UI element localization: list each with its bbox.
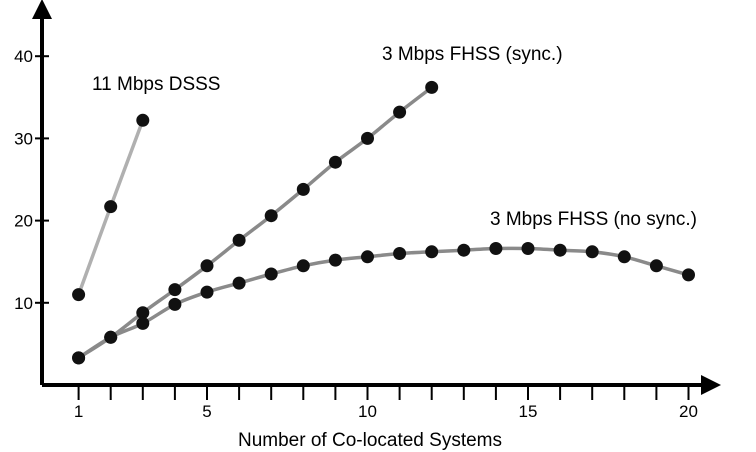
data-point: [136, 113, 150, 127]
data-point: [393, 105, 407, 119]
data-point: [682, 268, 695, 282]
series-label: 3 Mbps FHSS (no sync.): [490, 209, 697, 230]
data-point: [425, 245, 439, 259]
data-point: [361, 250, 374, 264]
y-tick-label: 10: [14, 294, 33, 313]
series-line: [76, 85, 434, 360]
data-point: [361, 131, 374, 145]
y-tick-label: 30: [14, 129, 33, 148]
data-point: [425, 80, 439, 94]
data-point: [328, 253, 342, 267]
data-point: [104, 200, 118, 214]
series-label: 11 Mbps DSSS: [92, 74, 220, 95]
data-point: [328, 155, 342, 169]
data-point: [104, 330, 118, 344]
data-point: [72, 288, 86, 302]
data-point: [232, 276, 246, 290]
data-point: [136, 306, 150, 320]
data-point: [200, 285, 214, 299]
data-point: [136, 316, 150, 330]
data-point: [617, 250, 631, 264]
x-tick-label: 1: [74, 402, 83, 421]
data-point: [393, 247, 407, 260]
x-tick-label: 5: [202, 402, 211, 421]
data-point: [649, 259, 663, 273]
data-point: [521, 242, 535, 255]
data-point: [168, 297, 182, 311]
data-point: [585, 245, 599, 259]
data-point: [457, 243, 471, 257]
x-tick-label: 10: [358, 402, 377, 421]
x-tick-label: 20: [679, 402, 698, 421]
axes: [32, 0, 721, 400]
series-label: 3 Mbps FHSS (sync.): [382, 44, 563, 65]
series-1: [72, 113, 150, 302]
x-axis-title: Number of Co-located Systems: [238, 430, 502, 451]
data-point: [232, 233, 246, 247]
y-tick-label: 40: [14, 47, 33, 66]
data-point: [296, 182, 310, 196]
data-point: [200, 259, 214, 273]
data-point: [264, 209, 278, 223]
series-2: [72, 80, 439, 365]
data-point: [264, 267, 278, 281]
data-point: [168, 283, 182, 297]
data-point: [553, 243, 567, 257]
data-point: [72, 351, 86, 365]
x-tick-label: 15: [519, 402, 538, 421]
y-tick-label: 20: [14, 212, 33, 231]
series-3: [72, 242, 695, 365]
data-point: [296, 259, 310, 273]
series-layer: [72, 80, 695, 365]
data-point: [489, 242, 503, 255]
